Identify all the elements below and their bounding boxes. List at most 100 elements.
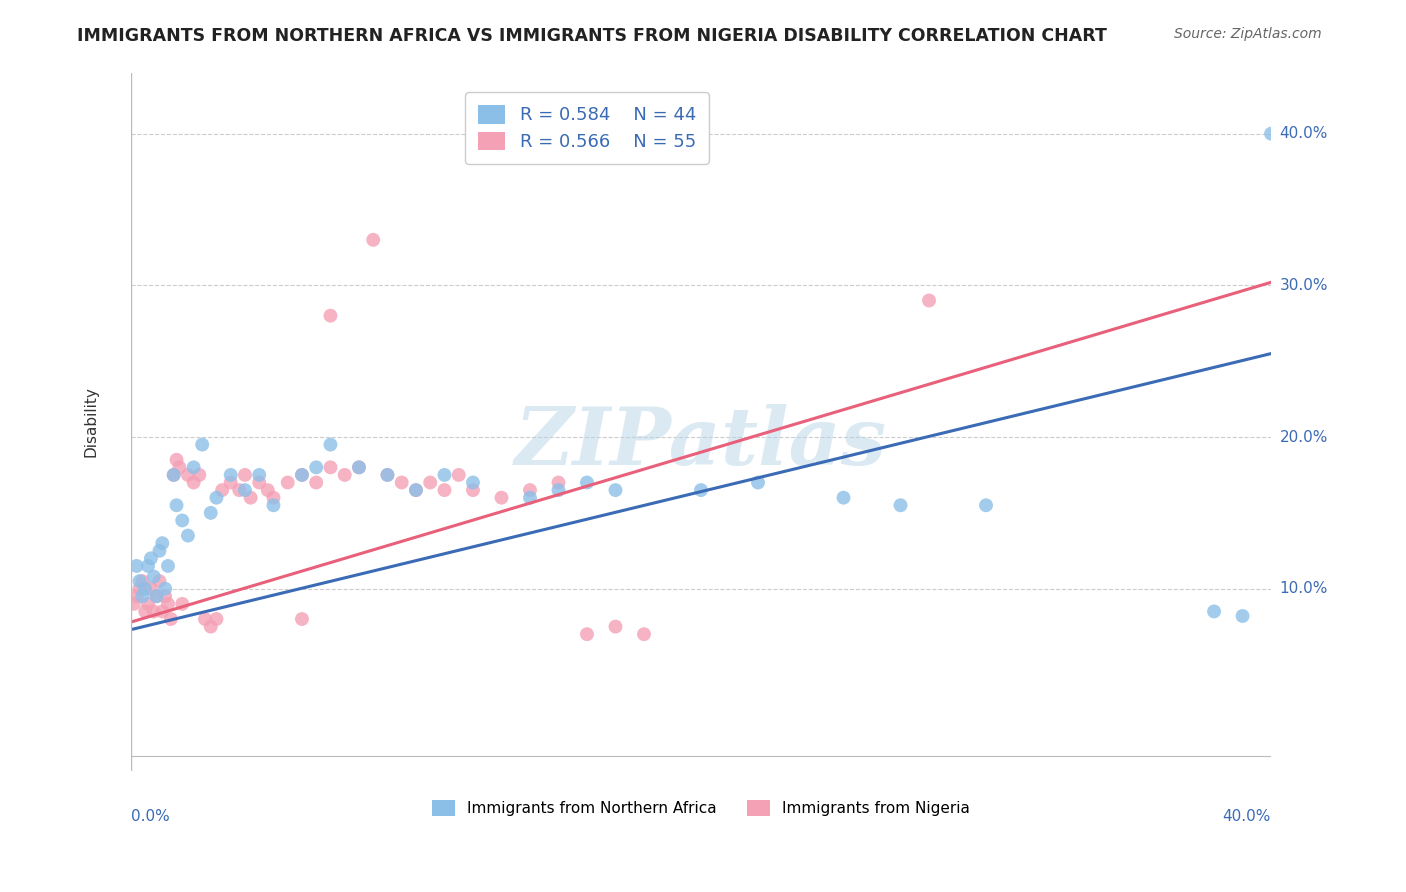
Point [145,589,167,603]
Point [200,619,222,633]
Point [747,475,769,490]
Point [194,612,217,626]
Point [205,491,228,505]
Point [262,498,284,512]
Point [136,558,159,573]
Point [125,558,148,573]
Point [239,491,262,505]
Point [142,604,165,618]
Point [228,483,250,497]
Point [575,627,598,641]
Text: 0.0%: 0.0% [131,809,170,824]
Point [391,475,413,490]
Point [347,460,370,475]
Point [291,467,314,482]
Legend: R = 0.584    N = 44, R = 0.566    N = 55: R = 0.584 N = 44, R = 0.566 N = 55 [465,93,709,163]
Point [139,582,162,596]
Point [153,589,176,603]
Text: ZIPatlas: ZIPatlas [515,404,887,482]
Point [131,589,153,603]
Point [128,574,150,588]
Point [150,604,173,618]
Text: 40.0%: 40.0% [1279,126,1329,141]
Point [832,491,855,505]
Point [148,543,170,558]
Point [153,582,176,596]
Point [319,309,342,323]
Point [974,498,997,512]
Point [605,619,627,633]
Point [575,475,598,490]
Point [163,467,186,482]
Point [319,437,342,451]
Point [211,483,233,497]
Point [169,460,191,475]
Point [148,574,170,588]
Point [519,483,541,497]
Point [1202,604,1225,618]
Point [191,437,214,451]
Point [889,498,911,512]
Point [547,483,569,497]
Point [305,460,328,475]
Point [136,597,159,611]
Point [172,597,194,611]
Point [247,467,270,482]
Point [291,612,314,626]
Point [145,589,167,603]
Point [333,467,356,482]
Point [131,574,153,588]
Point [405,483,427,497]
Point [605,483,627,497]
Point [183,460,205,475]
Point [134,582,156,596]
Point [447,467,470,482]
Point [233,467,256,482]
Point [419,475,441,490]
Point [256,483,278,497]
Point [247,475,270,490]
Point [433,467,456,482]
Point [347,460,370,475]
Point [134,604,156,618]
Text: Disability: Disability [83,386,98,458]
Point [1260,127,1282,141]
Text: 20.0%: 20.0% [1279,430,1329,444]
Point [156,558,179,573]
Point [291,467,314,482]
Point [361,233,384,247]
Point [547,475,569,490]
Point [690,483,713,497]
Point [633,627,655,641]
Point [183,475,205,490]
Point [166,452,188,467]
Point [205,612,228,626]
Point [156,597,179,611]
Point [319,460,342,475]
Point [1232,609,1254,624]
Point [377,467,399,482]
Point [461,475,484,490]
Point [172,513,194,527]
Point [150,536,173,550]
Point [433,483,456,497]
Point [491,491,513,505]
Point [188,467,211,482]
Text: 10.0%: 10.0% [1279,582,1329,596]
Point [139,551,162,566]
Point [262,491,284,505]
Point [377,467,399,482]
Point [305,475,328,490]
Point [166,498,188,512]
Point [125,589,148,603]
Point [177,528,200,542]
Point [128,582,150,596]
Point [405,483,427,497]
Point [163,467,186,482]
Text: 40.0%: 40.0% [1223,809,1271,824]
Text: 30.0%: 30.0% [1279,277,1329,293]
Point [219,467,242,482]
Text: Source: ZipAtlas.com: Source: ZipAtlas.com [1174,27,1322,41]
Point [233,483,256,497]
Point [519,491,541,505]
